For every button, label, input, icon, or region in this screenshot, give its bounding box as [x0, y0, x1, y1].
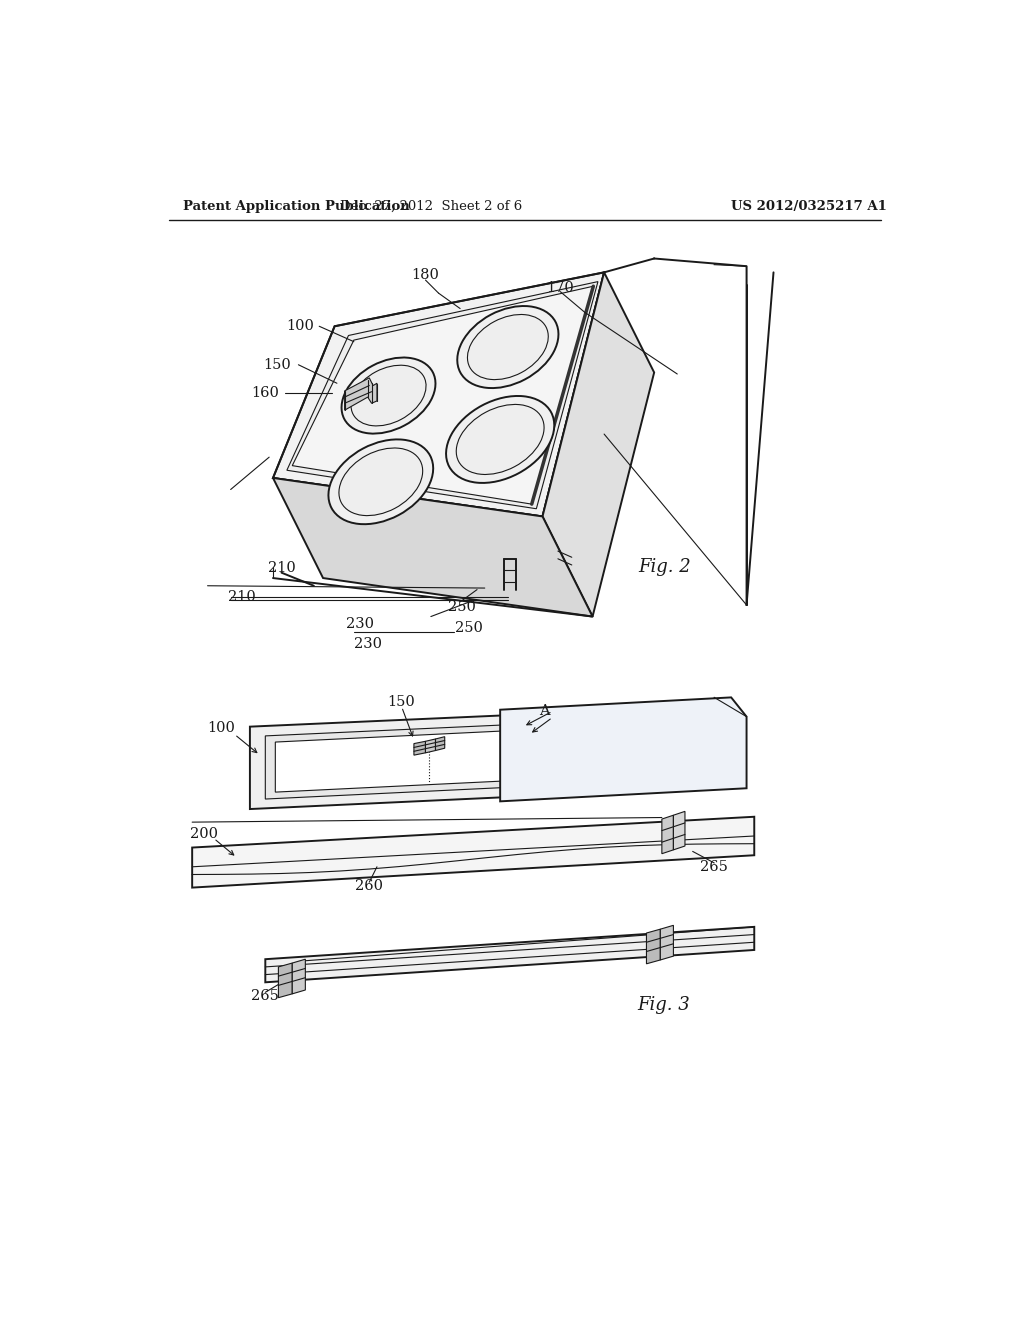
Ellipse shape	[467, 314, 548, 380]
Polygon shape	[265, 719, 617, 799]
Polygon shape	[425, 739, 435, 752]
Text: 260: 260	[355, 879, 383, 894]
Text: 210: 210	[267, 561, 295, 576]
Text: 230: 230	[353, 636, 382, 651]
Text: 150: 150	[263, 358, 291, 372]
Text: US 2012/0325217 A1: US 2012/0325217 A1	[731, 199, 887, 213]
Polygon shape	[273, 478, 593, 616]
Text: 160: 160	[251, 387, 280, 400]
Polygon shape	[193, 817, 755, 887]
Ellipse shape	[458, 306, 558, 388]
Ellipse shape	[446, 396, 554, 483]
Polygon shape	[543, 272, 654, 616]
Text: Dec. 27, 2012  Sheet 2 of 6: Dec. 27, 2012 Sheet 2 of 6	[340, 199, 522, 213]
Ellipse shape	[339, 447, 423, 516]
Polygon shape	[279, 964, 292, 998]
Polygon shape	[273, 272, 604, 516]
Text: Fig. 3: Fig. 3	[637, 997, 690, 1014]
Polygon shape	[292, 960, 305, 994]
Text: 150: 150	[388, 696, 416, 709]
Ellipse shape	[457, 404, 544, 474]
Polygon shape	[646, 929, 660, 964]
Text: Fig. 2: Fig. 2	[639, 557, 691, 576]
Polygon shape	[662, 816, 674, 854]
Polygon shape	[292, 286, 593, 504]
Text: 265: 265	[700, 859, 728, 874]
Ellipse shape	[342, 358, 435, 433]
Text: 250: 250	[456, 622, 483, 635]
Text: 170: 170	[547, 281, 574, 294]
Text: 100: 100	[286, 319, 314, 333]
Polygon shape	[275, 726, 608, 792]
Ellipse shape	[329, 440, 433, 524]
Text: 180: 180	[412, 268, 439, 282]
Polygon shape	[674, 812, 685, 850]
Text: 210: 210	[228, 590, 256, 605]
Text: Patent Application Publication: Patent Application Publication	[183, 199, 410, 213]
Polygon shape	[287, 281, 598, 508]
Polygon shape	[265, 927, 755, 982]
Polygon shape	[250, 710, 631, 809]
Polygon shape	[345, 378, 377, 411]
Text: 200: 200	[189, 828, 218, 841]
Text: 100: 100	[208, 721, 236, 735]
Polygon shape	[414, 742, 425, 755]
Polygon shape	[435, 737, 444, 751]
Text: 250: 250	[447, 599, 475, 614]
Text: A: A	[540, 705, 550, 718]
Polygon shape	[660, 925, 674, 960]
Ellipse shape	[351, 366, 426, 426]
Text: 265: 265	[251, 989, 280, 1003]
Polygon shape	[500, 697, 746, 801]
Text: 230: 230	[346, 618, 374, 631]
